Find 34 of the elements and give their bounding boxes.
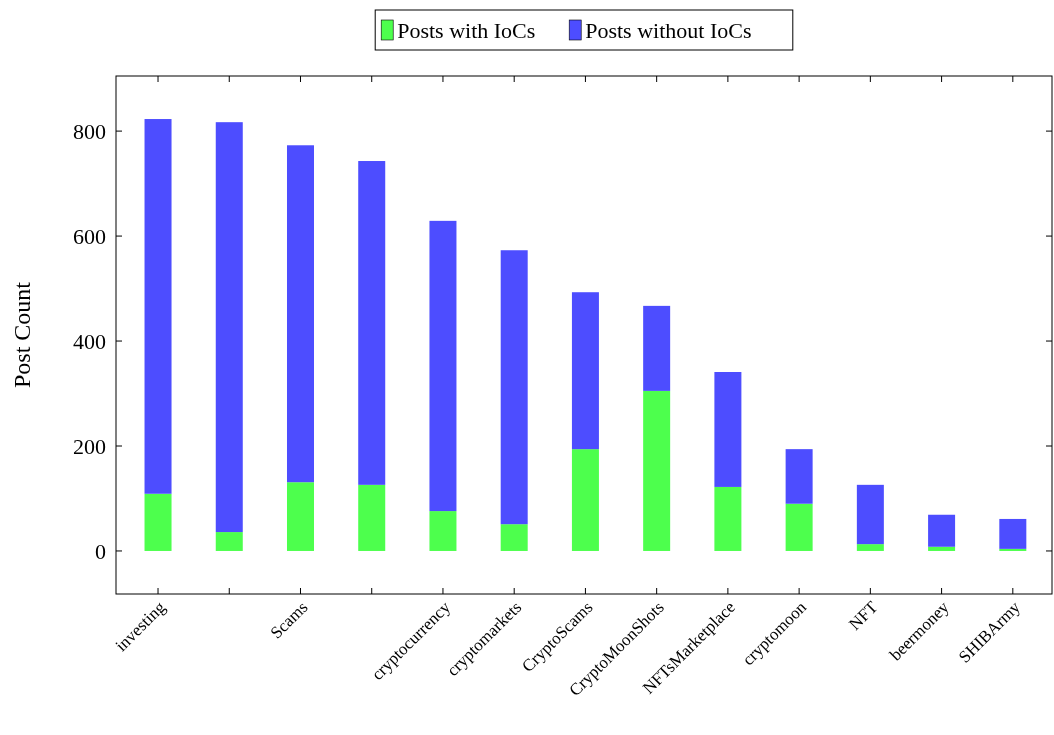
bar (215, 122, 243, 533)
y-tick-label: 400 (73, 328, 106, 354)
bar (856, 484, 884, 545)
bar (643, 390, 671, 551)
bar (785, 503, 813, 551)
bar (286, 145, 314, 483)
bar (500, 250, 528, 525)
y-axis-title: Post Count (9, 281, 35, 389)
y-tick-label: 200 (73, 433, 106, 459)
bar (571, 449, 599, 551)
y-tick-label: 800 (73, 118, 106, 144)
bar (714, 486, 742, 551)
bar (714, 372, 742, 487)
bar (358, 161, 386, 485)
bar (429, 220, 457, 512)
bar (928, 514, 956, 547)
bar (571, 292, 599, 450)
bar (856, 544, 884, 551)
bar (785, 449, 813, 504)
bar (999, 548, 1027, 551)
bar (500, 524, 528, 551)
bar (215, 532, 243, 551)
bar (928, 546, 956, 551)
bar (999, 518, 1027, 549)
bar (358, 484, 386, 551)
bar (144, 493, 172, 551)
bar (144, 119, 172, 494)
bar (429, 511, 457, 551)
legend-label: Posts without IoCs (585, 17, 752, 43)
bar (286, 482, 314, 551)
bar (643, 305, 671, 391)
y-tick-label: 600 (73, 223, 106, 249)
legend-label: Posts with IoCs (397, 17, 536, 43)
y-tick-label: 0 (95, 538, 106, 564)
